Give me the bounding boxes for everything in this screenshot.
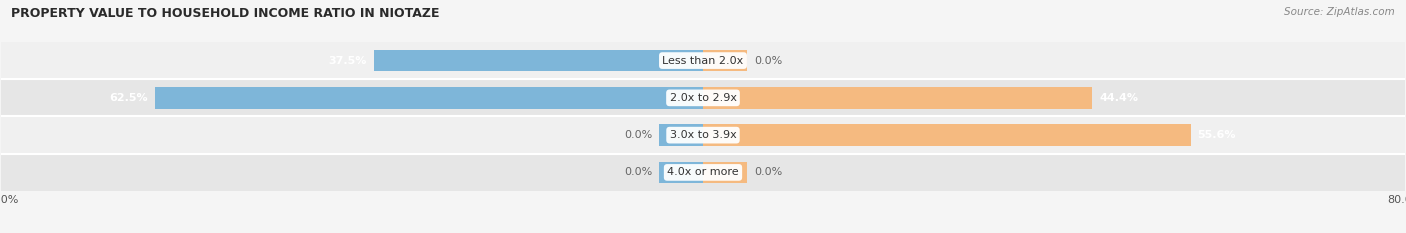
Text: 4.0x or more: 4.0x or more	[668, 168, 738, 177]
Bar	[703, 87, 1092, 109]
Bar	[155, 87, 703, 109]
Bar	[659, 124, 703, 146]
Text: 2.0x to 2.9x: 2.0x to 2.9x	[669, 93, 737, 103]
Text: 37.5%: 37.5%	[329, 56, 367, 65]
Text: 44.4%: 44.4%	[1099, 93, 1139, 103]
Text: PROPERTY VALUE TO HOUSEHOLD INCOME RATIO IN NIOTAZE: PROPERTY VALUE TO HOUSEHOLD INCOME RATIO…	[11, 7, 440, 20]
Text: Less than 2.0x: Less than 2.0x	[662, 56, 744, 65]
Bar	[1, 154, 1405, 191]
Bar	[1, 79, 1405, 116]
Text: 62.5%: 62.5%	[110, 93, 148, 103]
Text: 0.0%: 0.0%	[624, 168, 652, 177]
Bar	[1, 116, 1405, 154]
Text: 0.0%: 0.0%	[754, 56, 782, 65]
Bar	[703, 124, 1191, 146]
Bar	[703, 162, 747, 183]
Text: Source: ZipAtlas.com: Source: ZipAtlas.com	[1284, 7, 1395, 17]
Bar	[1, 42, 1405, 79]
Text: 3.0x to 3.9x: 3.0x to 3.9x	[669, 130, 737, 140]
Text: 0.0%: 0.0%	[754, 168, 782, 177]
Bar	[703, 50, 747, 71]
Text: 55.6%: 55.6%	[1198, 130, 1236, 140]
Bar	[374, 50, 703, 71]
Text: 0.0%: 0.0%	[624, 130, 652, 140]
Bar	[659, 162, 703, 183]
